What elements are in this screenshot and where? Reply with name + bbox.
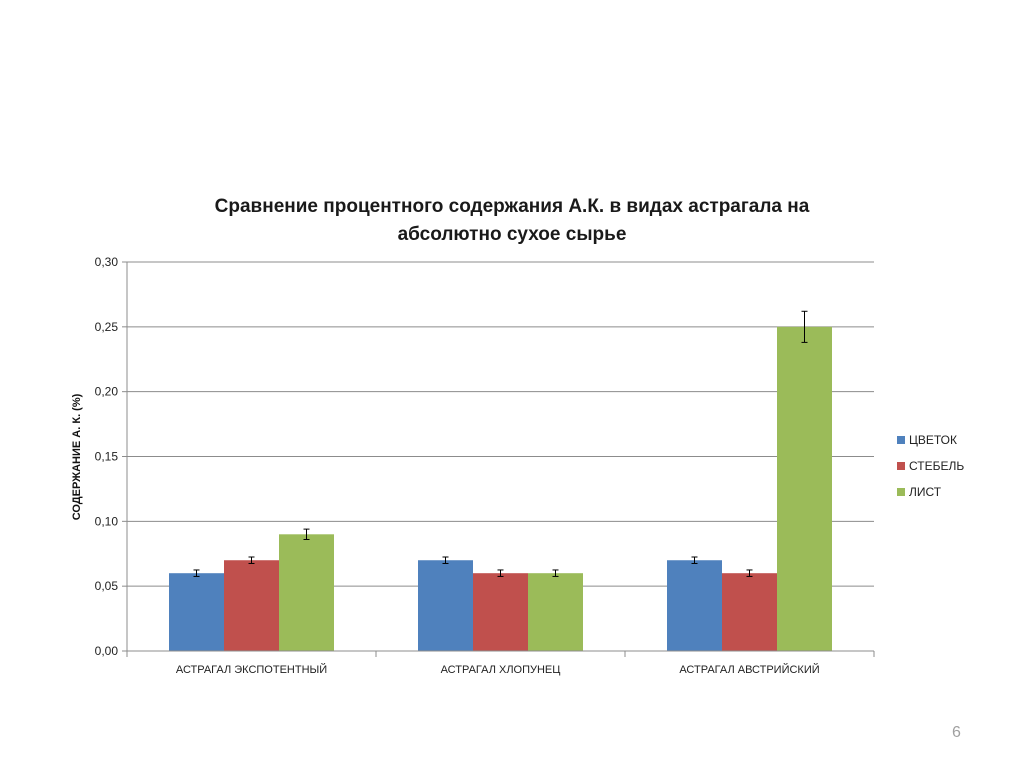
legend-swatch — [897, 436, 905, 444]
bars — [169, 310, 832, 651]
y-axis-label: СОДЕРЖАНИЕ А. К. (%) — [71, 393, 83, 520]
y-tick-label: 0,10 — [95, 514, 119, 528]
bar — [473, 573, 528, 651]
bar — [224, 560, 279, 651]
legend: ЦВЕТОК СТЕБЕЛЬ ЛИСТ — [897, 433, 964, 499]
x-category-label: АСТРАГАЛ ХЛОПУНЕЦ — [441, 664, 561, 676]
bar — [169, 573, 224, 651]
legend-swatch — [897, 462, 905, 470]
y-tick-label: 0,25 — [95, 320, 119, 334]
bar — [279, 534, 334, 651]
y-tick-label: 0,20 — [95, 385, 119, 399]
axes: 0,00 0,05 0,10 0,15 0,20 0,25 0,30 АСТРАГАЛ ЭКС… — [95, 255, 875, 676]
bar — [667, 560, 722, 651]
legend-swatch — [897, 488, 905, 496]
y-tick-label: 0,00 — [95, 644, 119, 658]
bar — [777, 326, 832, 651]
legend-label: ЛИСТ — [909, 485, 942, 499]
bar — [528, 573, 583, 651]
y-tick-label: 0,30 — [95, 255, 119, 269]
x-category-label: АСТРАГАЛ АВСТРИЙСКИЙ — [679, 663, 819, 676]
bar — [418, 560, 473, 651]
grid-lines — [127, 261, 874, 587]
y-tick-label: 0,15 — [95, 450, 119, 464]
page-number: 6 — [952, 724, 961, 741]
chart-title-line-2: абсолютно сухое сырье — [398, 224, 627, 245]
legend-label: СТЕБЕЛЬ — [909, 459, 964, 473]
chart-title-line-1: Сравнение процентного содержания А.К. в … — [215, 196, 810, 217]
x-category-label: АСТРАГАЛ ЭКСПОТЕНТНЫЙ — [176, 663, 327, 676]
legend-label: ЦВЕТОК — [909, 433, 957, 447]
bar — [722, 573, 777, 651]
y-tick-label: 0,05 — [95, 579, 119, 593]
